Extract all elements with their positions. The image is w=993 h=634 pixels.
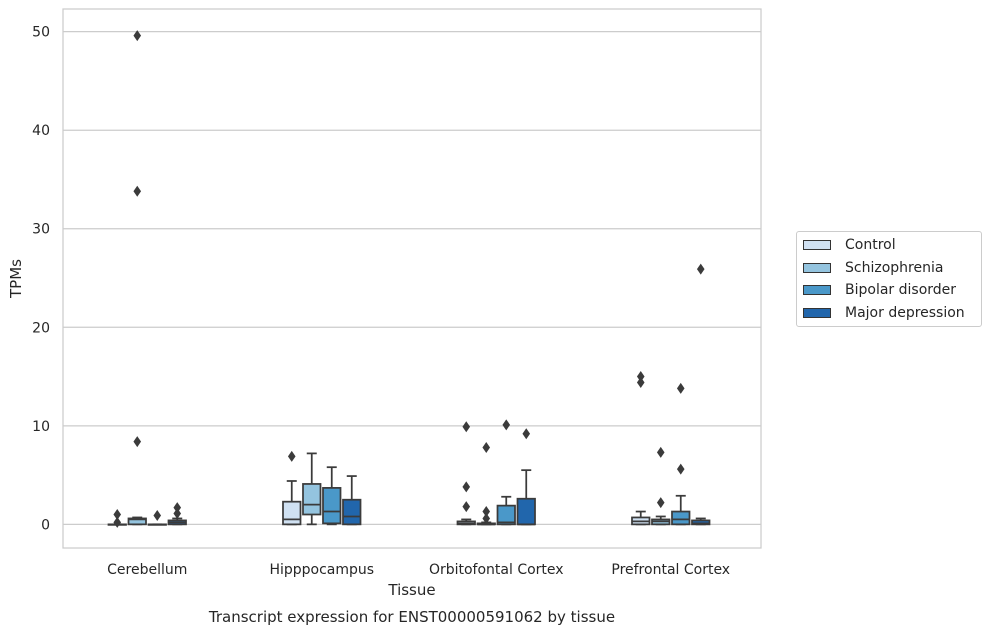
box-0-2: [147, 509, 167, 526]
iqr-box: [691, 519, 711, 526]
y-tick-label: 0: [41, 517, 50, 533]
x-axis-label: Tissue: [387, 581, 435, 599]
plot-frame: [62, 8, 762, 549]
outlier-point: [133, 30, 142, 42]
box-1-3: [342, 475, 362, 526]
legend-swatch: [803, 240, 831, 251]
outlier-point: [462, 481, 471, 493]
outlier-point: [502, 419, 511, 431]
legend-label: Control: [845, 237, 896, 254]
chart-caption: Transcript expression for ENST0000059106…: [208, 608, 615, 626]
legend-swatch: [803, 307, 831, 318]
iqr-box: [322, 487, 342, 525]
box-3-2: [671, 382, 691, 526]
y-tick-label: 30: [32, 222, 50, 238]
box-1-2: [322, 466, 342, 526]
box-2-2: [496, 419, 516, 526]
x-tick-label: Orbitofontal Cortex: [429, 562, 564, 578]
box-2-3: [516, 428, 536, 526]
legend-label: Schizophrenia: [845, 259, 944, 276]
box-2-1: [476, 441, 496, 526]
legend-item: Schizophrenia: [797, 257, 981, 280]
legend-swatch: [803, 262, 831, 273]
outlier-point: [462, 501, 471, 513]
y-tick-labels: 0 10 20 30 40 50: [32, 25, 50, 534]
legend-item: Major depression: [797, 302, 981, 325]
outlier-point: [113, 508, 122, 520]
outlier-point: [287, 450, 296, 462]
legend-item: Control: [797, 234, 981, 257]
iqr-box: [342, 498, 362, 526]
box-2-0: [456, 421, 476, 526]
y-tick-label: 20: [32, 320, 50, 336]
legend-label: Bipolar disorder: [845, 282, 957, 299]
outlier-point: [676, 382, 685, 394]
box-3-3: [691, 263, 711, 526]
iqr-box: [127, 517, 147, 526]
outlier-point: [522, 428, 531, 440]
plot-marks: [107, 30, 711, 528]
legend: Control Schizophrenia Bipolar disorder Majo…: [796, 231, 982, 327]
x-tick-label: Hipppocampus: [269, 562, 374, 578]
x-tick-label: Cerebellum: [107, 562, 187, 578]
outlier-point: [482, 441, 491, 453]
outlier-point: [482, 512, 491, 524]
iqr-box: [302, 483, 322, 516]
iqr-box: [282, 500, 302, 526]
outlier-point: [173, 508, 182, 520]
box-0-1: [127, 30, 147, 526]
y-tick-label: 50: [32, 25, 50, 41]
y-tick-label: 10: [32, 419, 50, 435]
iqr-box: [516, 497, 536, 526]
outlier-point: [482, 506, 491, 518]
legend-item: Bipolar disorder: [797, 279, 981, 302]
y-gridlines: [63, 31, 761, 525]
x-tick-label: Prefrontal Cortex: [611, 562, 730, 578]
box-0-3: [167, 502, 187, 526]
iqr-box: [496, 504, 516, 526]
y-axis-label: TPMs: [7, 259, 25, 299]
outlier-point: [636, 371, 645, 383]
outlier-point: [133, 436, 142, 448]
outlier-point: [636, 376, 645, 388]
y-tick-label: 40: [32, 123, 50, 139]
outlier-point: [133, 185, 142, 197]
outlier-point: [696, 263, 705, 275]
box-1-0: [282, 450, 302, 526]
outlier-point: [676, 463, 685, 475]
box-0-0: [107, 508, 127, 528]
outlier-point: [462, 421, 471, 433]
outlier-point: [113, 516, 122, 528]
iqr-box: [671, 510, 691, 526]
box-1-1: [302, 452, 322, 526]
box-3-0: [631, 371, 651, 526]
outlier-point: [656, 497, 665, 509]
outlier-point: [153, 509, 162, 521]
outlier-point: [173, 502, 182, 514]
legend-swatch: [803, 285, 831, 296]
x-tick-labels: Cerebellum Hipppocampus Orbitofontal Corte…: [107, 562, 730, 578]
outlier-point: [656, 446, 665, 458]
box-3-1: [651, 446, 671, 526]
legend-label: Major depression: [845, 304, 965, 321]
